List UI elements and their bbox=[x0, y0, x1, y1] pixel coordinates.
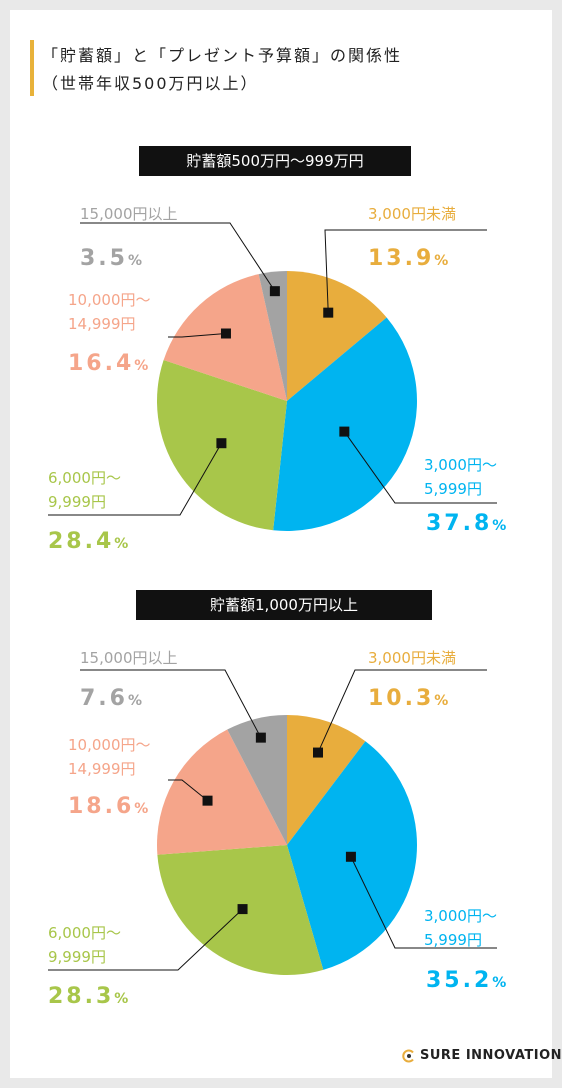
pie2-marker-1 bbox=[313, 747, 324, 758]
pie2-leader-line-3 bbox=[48, 908, 243, 971]
pie2-value-label-2: 35.2% bbox=[426, 968, 509, 993]
pie2-leader-line-4 bbox=[168, 779, 208, 802]
pie2-marker-3 bbox=[237, 904, 248, 915]
pie2-value-label-4: 18.6% bbox=[68, 794, 151, 819]
title-accent-bar bbox=[30, 40, 34, 96]
pie2-category-label-3: 6,000円〜 9,999円 bbox=[48, 924, 121, 966]
pie2-category-label-4: 10,000円〜 14,999円 bbox=[68, 736, 151, 778]
page-title: 「貯蓄額」と「プレゼント予算額」の関係性 bbox=[42, 46, 403, 65]
brand-logo-icon bbox=[402, 1049, 414, 1063]
pie2-leader-line-5 bbox=[80, 669, 262, 738]
pie1-value-label-3: 28.4% bbox=[48, 529, 131, 554]
pie1-slice-5 bbox=[258, 271, 287, 401]
pie2-slice-4 bbox=[157, 729, 287, 855]
pie2-marker-2 bbox=[345, 851, 356, 862]
pie1-marker-5 bbox=[269, 286, 280, 297]
pie1-value-label-4: 16.4% bbox=[68, 351, 151, 376]
pie1-marker-1 bbox=[323, 307, 334, 318]
pie1-marker-2 bbox=[339, 426, 350, 437]
pie2-slice-5 bbox=[227, 715, 287, 845]
pie2-slice-1 bbox=[287, 715, 366, 845]
pie2-value-label-3: 28.3% bbox=[48, 984, 131, 1009]
pie2-value-label-1: 10.3% bbox=[368, 686, 451, 711]
pie2-marker-4 bbox=[202, 795, 213, 806]
page-subtitle: （世帯年収500万円以上） bbox=[42, 74, 259, 93]
pie1-value-label-1: 13.9% bbox=[368, 246, 451, 271]
pie1-marker-3 bbox=[216, 438, 227, 449]
pie1-leader-line-2 bbox=[343, 431, 497, 504]
pie1-title: 貯蓄額500万円〜999万円 bbox=[139, 146, 411, 176]
pie2-leader-line-2 bbox=[350, 856, 497, 949]
pie2-value-label-5: 7.6% bbox=[80, 686, 145, 711]
pie-chart-2: 3,000円未満 10.3% 3,000円〜 5,999円 35.2% 6,000円〜 9,… bbox=[48, 649, 509, 1009]
pie1-leader-line-5 bbox=[80, 222, 276, 292]
pie1-value-label-5: 3.5% bbox=[80, 246, 145, 271]
pie2-marker-5 bbox=[255, 732, 266, 743]
pie-chart-1: 3,000円未満 13.9% 3,000円〜 5,999円 37.8% 6,000円〜 9,… bbox=[48, 205, 509, 554]
pie2-title: 貯蓄額1,000万円以上 bbox=[136, 590, 432, 620]
pie1-category-label-5: 15,000円以上 bbox=[80, 205, 178, 223]
pie2-category-label-2: 3,000円〜 5,999円 bbox=[424, 907, 497, 949]
pie1-category-label-2: 3,000円〜 5,999円 bbox=[424, 456, 497, 498]
pie1-category-label-1: 3,000円未満 bbox=[368, 205, 456, 223]
pie2-leader-line-1 bbox=[317, 669, 487, 753]
pie1-slice-1 bbox=[287, 271, 387, 401]
pie2-category-label-5: 15,000円以上 bbox=[80, 649, 178, 667]
pie1-value-label-2: 37.8% bbox=[426, 511, 509, 536]
pie1-category-label-3: 6,000円〜 9,999円 bbox=[48, 469, 121, 511]
brand-name: SURE INNOVATION bbox=[420, 1048, 562, 1063]
pie1-leader-line-4 bbox=[168, 333, 227, 338]
pie1-slice-2 bbox=[273, 317, 418, 531]
pie2-category-label-1: 3,000円未満 bbox=[368, 649, 456, 667]
pie1-leader-line-3 bbox=[48, 442, 222, 516]
pie1-marker-4 bbox=[220, 328, 231, 339]
pie1-category-label-4: 10,000円〜 14,999円 bbox=[68, 291, 151, 333]
pie1-leader-line-1 bbox=[324, 229, 487, 313]
